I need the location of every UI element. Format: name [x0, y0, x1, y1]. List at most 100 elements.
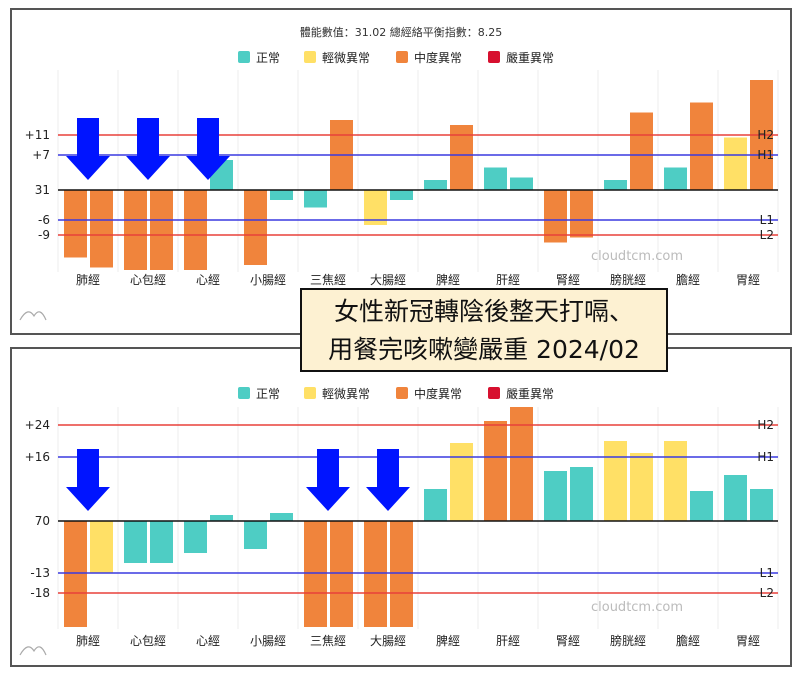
- category-label: 肝經: [496, 634, 520, 648]
- meridian-chart-2: 正常 輕微異常 中度異常 嚴重異常 +24 H2 +16 H1 -13 L1 -18 L2 70 肺經 心包…: [19, 386, 779, 656]
- category-label: 膀胱經: [610, 272, 646, 287]
- bar-心經-left: [184, 521, 207, 553]
- logo-icon: [19, 311, 47, 321]
- bar-肝經-left: [484, 421, 507, 521]
- bar-膽經-right: [690, 102, 713, 190]
- ref-line-label: L2: [760, 228, 774, 242]
- bar-肝經-right: [510, 407, 533, 521]
- category-label: 心包經: [130, 273, 166, 287]
- watermark: cloudtcm.com: [591, 249, 683, 264]
- bar-肺經-left: [64, 190, 87, 258]
- bar-三焦經-left: [304, 190, 327, 208]
- bar-膽經-left: [664, 167, 687, 190]
- bar-心包經-left: [124, 190, 147, 270]
- bar-脾經-left: [424, 180, 447, 190]
- chart-panel-after: 正常 輕微異常 中度異常 嚴重異常 +24 H2 +16 H1 -13 L1 -18 L2 70 肺經 心包…: [10, 347, 792, 667]
- ref-line-label: L2: [760, 586, 774, 600]
- bar-心包經-right: [150, 521, 173, 563]
- down-arrow-icon: [366, 449, 410, 511]
- ref-line-label: L1: [760, 213, 774, 227]
- category-label: 肺經: [76, 273, 100, 287]
- caption-line-2: 用餐完咳嗽變嚴重 2024/02: [328, 335, 640, 364]
- legend-swatch-mild: [304, 51, 316, 63]
- ref-line-label: H1: [757, 148, 774, 162]
- ref-line-label: L1: [760, 566, 774, 580]
- caption-box: 女性新冠轉陰後整天打嗝、 用餐完咳嗽變嚴重 2024/02: [300, 288, 668, 372]
- legend-swatch-mild: [304, 387, 316, 399]
- y-tick-label: -9: [38, 228, 50, 242]
- bar-小腸經-left: [244, 190, 267, 265]
- legend-label-mild: 輕微異常: [322, 51, 370, 65]
- category-label: 心包經: [130, 634, 166, 648]
- category-label: 膀胱經: [610, 633, 646, 648]
- watermark: cloudtcm.com: [591, 600, 683, 615]
- bar-腎經-left: [544, 471, 567, 521]
- bar-大腸經-left: [364, 190, 387, 225]
- ref-line-label: H1: [757, 450, 774, 464]
- baseline-label: 70: [35, 514, 50, 528]
- down-arrow-icon: [66, 118, 110, 180]
- bar-肺經-right: [90, 190, 113, 268]
- legend-swatch-moderate: [396, 51, 408, 63]
- bar-胃經-left: [724, 475, 747, 521]
- chart-panel-before: 體能數值：31.02 總經絡平衡指數：8.25 正常 輕微異常 中度異常 嚴重異常 +11…: [10, 8, 792, 335]
- bar-小腸經-left: [244, 521, 267, 549]
- bar-脾經-left: [424, 489, 447, 521]
- bar-胃經-left: [724, 137, 747, 190]
- bar-大腸經-right: [390, 521, 413, 627]
- bar-肺經-right: [90, 521, 113, 573]
- legend-swatch-severe: [488, 387, 500, 399]
- bar-膀胱經-left: [604, 180, 627, 190]
- legend-label-severe: 嚴重異常: [506, 387, 554, 401]
- bar-膀胱經-left: [604, 441, 627, 521]
- chart-title: 體能數值：31.02 總經絡平衡指數：8.25: [300, 25, 502, 39]
- y-tick-label: +7: [32, 148, 50, 162]
- bar-心經-right: [210, 515, 233, 521]
- legend-label-moderate: 中度異常: [414, 50, 462, 65]
- bar-小腸經-right: [270, 513, 293, 521]
- category-label: 小腸經: [250, 273, 286, 287]
- y-tick-label: +11: [25, 128, 50, 142]
- legend-label-severe: 嚴重異常: [506, 51, 554, 65]
- bar-胃經-right: [750, 489, 773, 521]
- bar-肺經-left: [64, 521, 87, 627]
- legend-label-mild: 輕微異常: [322, 387, 370, 401]
- bar-小腸經-right: [270, 190, 293, 200]
- y-tick-label: +16: [25, 450, 50, 464]
- category-label: 肝經: [496, 273, 520, 287]
- bar-心包經-right: [150, 190, 173, 270]
- down-arrow-icon: [306, 449, 350, 511]
- down-arrow-icon: [186, 118, 230, 180]
- bar-三焦經-left: [304, 521, 327, 627]
- category-label: 心經: [196, 273, 220, 287]
- legend-swatch-normal: [238, 51, 250, 63]
- legend-swatch-normal: [238, 387, 250, 399]
- y-tick-label: -13: [30, 566, 50, 580]
- category-label: 大腸經: [370, 273, 406, 287]
- legend-label-normal: 正常: [256, 387, 280, 401]
- category-label: 心經: [196, 634, 220, 648]
- y-tick-label: +24: [25, 418, 50, 432]
- logo-icon: [19, 646, 47, 656]
- category-label: 小腸經: [250, 634, 286, 648]
- category-label: 三焦經: [310, 273, 346, 287]
- bar-膀胱經-right: [630, 112, 653, 190]
- bar-腎經-right: [570, 467, 593, 521]
- down-arrow-icon: [66, 449, 110, 511]
- category-label: 腎經: [556, 634, 580, 648]
- category-label: 腎經: [556, 273, 580, 287]
- category-label: 脾經: [436, 633, 460, 648]
- category-label: 胃經: [736, 273, 760, 287]
- ref-line-label: H2: [757, 128, 774, 142]
- ref-line-label: H2: [757, 418, 774, 432]
- bar-三焦經-right: [330, 521, 353, 627]
- category-label: 大腸經: [370, 634, 406, 648]
- legend-swatch-severe: [488, 51, 500, 63]
- legend-swatch-moderate: [396, 387, 408, 399]
- y-tick-label: -6: [38, 213, 50, 227]
- baseline-label: 31: [35, 183, 50, 197]
- bar-脾經-right: [450, 443, 473, 521]
- category-label: 胃經: [736, 634, 760, 648]
- bar-大腸經-left: [364, 521, 387, 627]
